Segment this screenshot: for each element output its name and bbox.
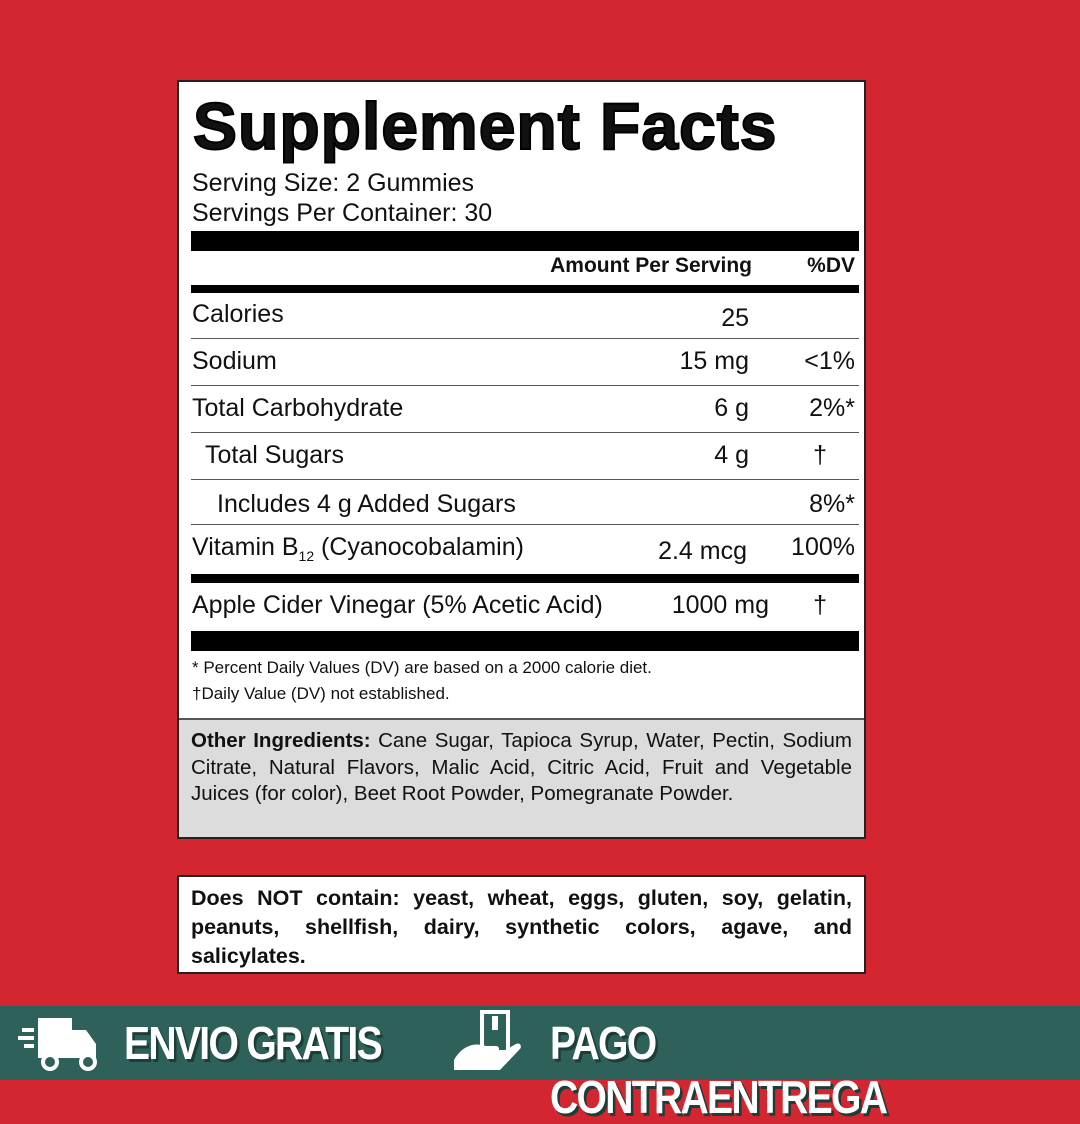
row-total-sugars: Total Sugars 4 g †	[191, 433, 859, 480]
row-added-sugars: Includes 4 g Added Sugars 8%*	[191, 480, 859, 525]
nutrient-amount: 1000 mg	[671, 591, 769, 619]
nutrient-name: Total Sugars	[205, 441, 344, 469]
hand-package-icon	[454, 1010, 521, 1070]
divider-thick	[191, 231, 859, 251]
nutrient-amount: 25	[721, 304, 749, 332]
divider-medium	[191, 285, 859, 293]
free-shipping-text: ENVIO GRATIS	[124, 1017, 383, 1069]
divider-thick	[191, 631, 859, 651]
promo-banner: ENVIO GRATIS PAGO CONTRAENTREGA	[0, 1006, 1080, 1123]
row-apple-cider-vinegar: Apple Cider Vinegar (5% Acetic Acid) 1000…	[191, 583, 859, 630]
row-vitamin-b12: Vitamin B12 (Cyanocobalamin) 2.4 mcg 100%	[191, 525, 859, 575]
nutrient-name: Includes 4 g Added Sugars	[217, 490, 516, 518]
nutrient-dv: 8%*	[809, 490, 855, 518]
amount-header: Amount Per Serving	[550, 254, 752, 277]
nutrient-dv: †	[813, 591, 827, 619]
nutrient-name: Sodium	[192, 347, 277, 375]
other-ingredients-label: Other Ingredients:	[191, 729, 371, 752]
cash-on-delivery-text: PAGO CONTRAENTREGA	[550, 1017, 888, 1123]
serving-size: Serving Size: 2 Gummies	[192, 169, 475, 197]
nutrient-name-part: Vitamin B	[192, 533, 299, 561]
row-sodium: Sodium 15 mg <1%	[191, 339, 859, 386]
footnote-dagger: †Daily Value (DV) not established.	[192, 684, 450, 703]
supplement-facts-panel: Supplement Facts Serving Size: 2 Gummies…	[177, 80, 866, 839]
other-ingredients-text: Cane Sugar, Tapioca Syrup, Water, Pectin…	[191, 729, 852, 805]
nutrient-name: Vitamin B12 (Cyanocobalamin)	[192, 533, 524, 564]
nutrient-amount: 6 g	[714, 394, 749, 422]
row-total-carbohydrate: Total Carbohydrate 6 g 2%*	[191, 386, 859, 433]
nutrient-name: Calories	[192, 300, 284, 328]
row-calories: Calories 25	[191, 292, 859, 339]
nutrient-dv: 100%	[791, 533, 855, 561]
does-not-contain: Does NOT contain: yeast, wheat, eggs, gl…	[177, 875, 866, 974]
nutrient-name-part: (Cyanocobalamin)	[314, 533, 524, 561]
other-ingredients: Other Ingredients: Cane Sugar, Tapioca S…	[179, 718, 864, 837]
nutrient-amount: 4 g	[714, 441, 749, 469]
panel-title: Supplement Facts	[192, 88, 778, 164]
nutrient-amount: 15 mg	[679, 347, 749, 375]
nutrient-dv: 2%*	[809, 394, 855, 422]
footnote-dv: * Percent Daily Values (DV) are based on…	[192, 658, 652, 677]
servings-per-container: Servings Per Container: 30	[192, 199, 493, 227]
nutrient-name: Apple Cider Vinegar (5% Acetic Acid)	[192, 591, 603, 619]
nutrient-name: Total Carbohydrate	[192, 394, 404, 422]
nutrient-dv: <1%	[804, 347, 855, 375]
dv-header: %DV	[807, 254, 855, 277]
truck-icon	[18, 1018, 97, 1071]
subscript: 12	[298, 548, 315, 564]
nutrient-dv: †	[813, 441, 827, 469]
nutrient-amount: 2.4 mcg	[658, 537, 747, 565]
divider-medium	[191, 574, 859, 583]
